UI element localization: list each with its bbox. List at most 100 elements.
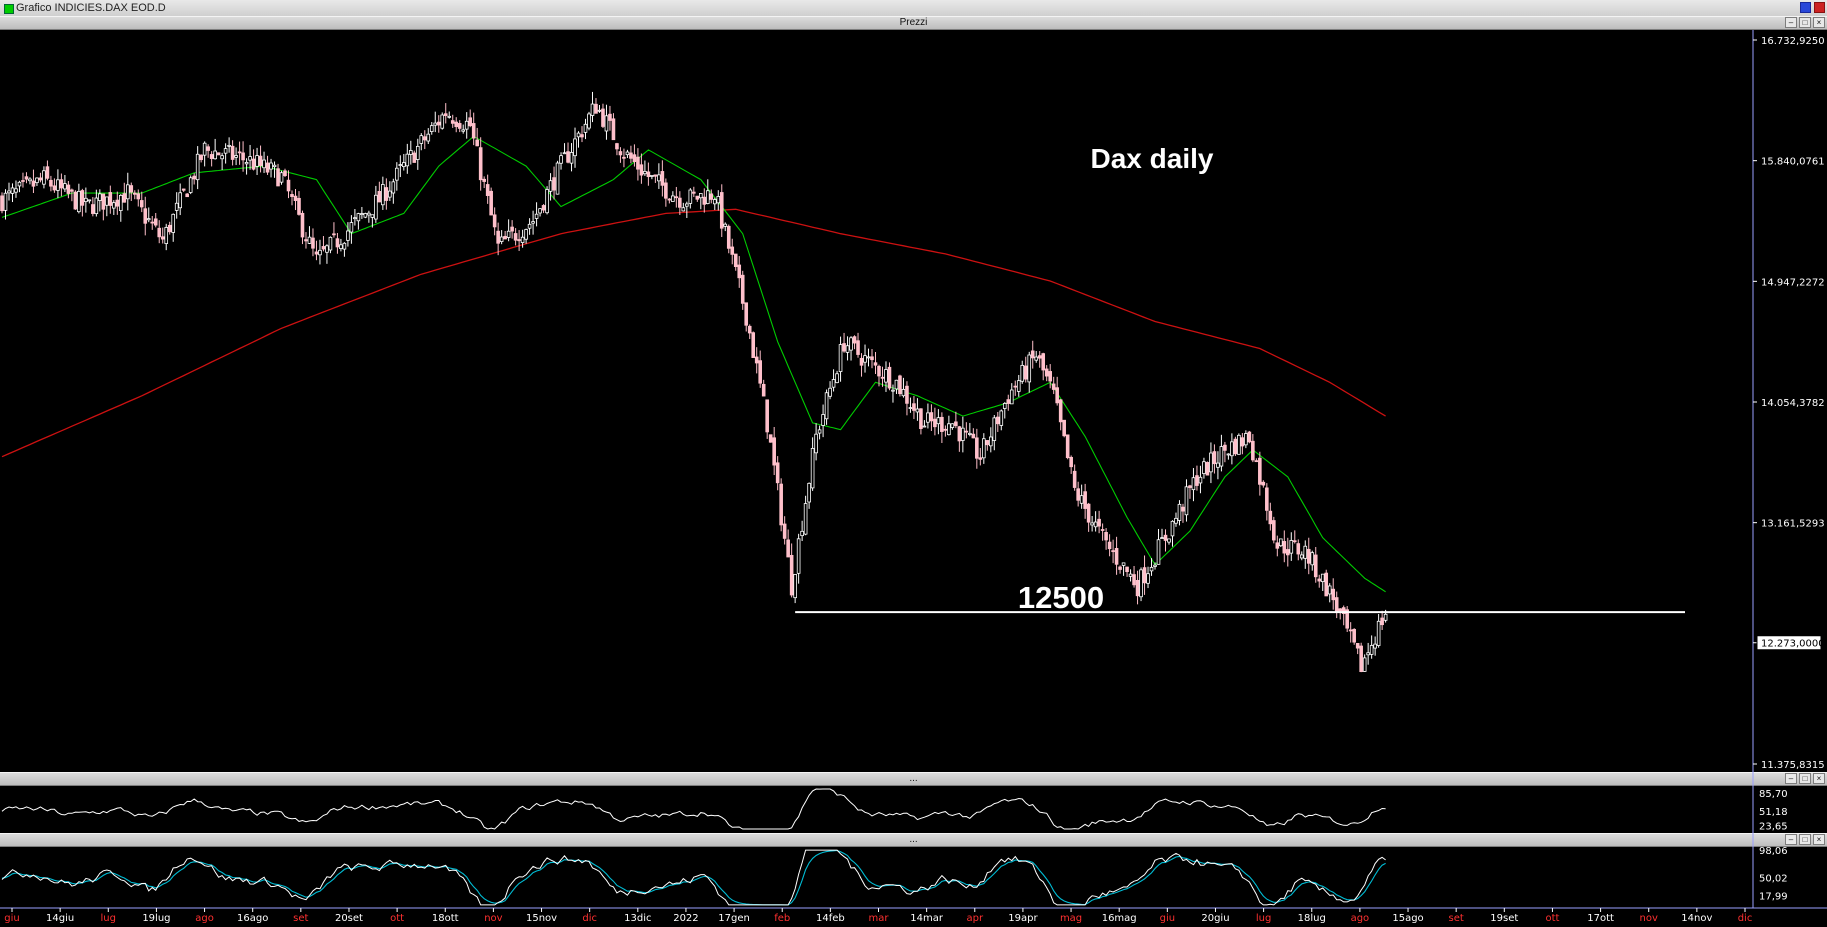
time-axis-label: 14nov	[1681, 913, 1712, 924]
candle-up	[35, 177, 39, 184]
candle-down	[377, 190, 382, 203]
minimize-button[interactable]	[1800, 2, 1811, 13]
candle-down	[943, 428, 948, 431]
time-axis-label: giu	[4, 913, 19, 924]
candle-down	[492, 214, 497, 228]
candle-up	[1310, 552, 1315, 566]
pane-maximize-button[interactable]: □	[1799, 17, 1811, 28]
time-axis-label: 16ago	[237, 913, 268, 924]
candle-down	[940, 416, 944, 432]
price-pane-header[interactable]: Prezzi – □ ×	[0, 16, 1827, 30]
candle-up	[1327, 585, 1332, 595]
candle-up	[506, 230, 511, 238]
candle-down	[496, 230, 500, 244]
candle-down	[1261, 481, 1266, 486]
candle-down	[1324, 572, 1329, 597]
candle-down	[912, 403, 916, 411]
candle-down	[265, 162, 270, 173]
candle-up	[307, 236, 312, 244]
current-price-label: 12.273,0000	[1761, 639, 1825, 650]
candle-down	[1111, 550, 1115, 553]
candle-up	[1090, 522, 1094, 526]
candle-down	[880, 376, 885, 379]
pane-close-button[interactable]: ×	[1813, 834, 1825, 845]
pane-minimize-button[interactable]: –	[1785, 834, 1797, 845]
candle-up	[1383, 613, 1388, 621]
candle-up	[440, 114, 445, 129]
candle-down	[1258, 457, 1262, 485]
candle-up	[408, 150, 413, 155]
indicator2-axis-label: 50,02	[1759, 873, 1788, 884]
pane-minimize-button[interactable]: –	[1785, 773, 1797, 784]
candle-down	[185, 193, 189, 198]
candle-up	[374, 194, 378, 220]
candle-down	[1030, 350, 1035, 359]
candle-up	[381, 184, 385, 206]
candle-up	[810, 447, 815, 489]
candle-up	[227, 144, 231, 147]
candle-up	[793, 574, 797, 599]
candle-up	[63, 183, 67, 190]
candle-down	[1142, 567, 1147, 584]
candle-down	[730, 246, 735, 255]
candle-down	[995, 416, 1000, 425]
price-axis-label: 14.947,2272	[1761, 277, 1825, 288]
candle-down	[1195, 475, 1199, 486]
time-axis-label: nov	[484, 913, 502, 924]
candle-up	[461, 129, 466, 132]
time-axis-label: 13dic	[624, 913, 651, 924]
indicator2-pane-header[interactable]: ... – □ ×	[0, 833, 1827, 847]
candle-down	[216, 152, 221, 156]
candle-down	[1313, 554, 1318, 578]
candle-up	[828, 387, 832, 397]
candle-down	[457, 123, 462, 129]
candle-down	[856, 340, 860, 355]
candle-down	[199, 154, 203, 161]
candle-up	[112, 202, 116, 209]
candle-up	[94, 197, 99, 215]
candle-up	[84, 197, 88, 203]
candle-up	[395, 167, 399, 181]
indicator1-pane-header[interactable]: ... – □ ×	[0, 772, 1827, 786]
candle-down	[66, 184, 71, 194]
candle-down	[1359, 645, 1363, 673]
candle-up	[118, 195, 123, 211]
candle-down	[873, 362, 878, 366]
candle-down	[157, 227, 162, 238]
price-pane-controls: – □ ×	[1785, 17, 1825, 28]
candle-down	[1006, 399, 1011, 404]
time-axis-label: 15ago	[1392, 913, 1423, 924]
candle-up	[342, 242, 347, 250]
pane-maximize-button[interactable]: □	[1799, 773, 1811, 784]
candle-down	[1205, 462, 1210, 476]
candle-down	[422, 136, 427, 141]
time-axis-label: mar	[869, 913, 890, 924]
candle-up	[936, 417, 941, 425]
candle-up	[1128, 573, 1133, 577]
candle-up	[125, 184, 130, 200]
pane-minimize-button[interactable]: –	[1785, 17, 1797, 28]
candle-up	[587, 113, 591, 129]
pane-maximize-button[interactable]: □	[1799, 834, 1811, 845]
candle-up	[339, 244, 343, 250]
candle-down	[737, 264, 742, 279]
pane-close-button[interactable]: ×	[1813, 773, 1825, 784]
time-axis-label: set	[1449, 913, 1464, 924]
pane-close-button[interactable]: ×	[1813, 17, 1825, 28]
indicator1-axis-label: 51,18	[1759, 807, 1788, 818]
candle-up	[1369, 645, 1374, 655]
candle-down	[1338, 608, 1343, 612]
candle-up	[1160, 537, 1164, 540]
candle-down	[978, 457, 983, 460]
candle-up	[255, 155, 259, 167]
close-button[interactable]	[1814, 2, 1825, 13]
candle-down	[450, 120, 455, 124]
candle-up	[415, 145, 420, 160]
indicator1-plot-area	[1, 788, 1386, 830]
candle-up	[279, 172, 284, 183]
indicator1-axis-label: 23,65	[1759, 821, 1788, 832]
candle-down	[283, 170, 287, 177]
candle-down	[580, 134, 584, 138]
